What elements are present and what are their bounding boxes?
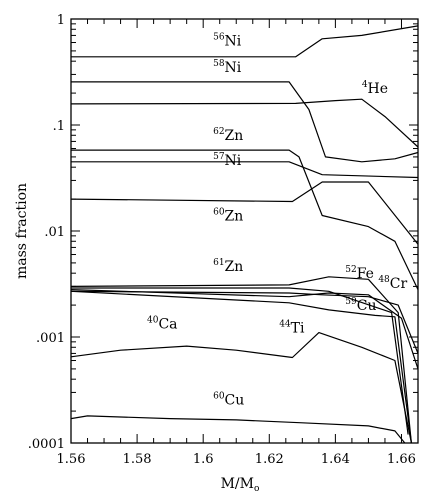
series-label-mass: 56 — [213, 33, 225, 43]
series-label-element: Cu — [357, 298, 377, 314]
y-tick-label: 1 — [57, 13, 65, 28]
series-label-60cu: 60Cu — [213, 392, 244, 409]
series-label-52fe: 52Fe — [345, 265, 374, 282]
series-label-element: Ti — [291, 321, 305, 337]
series-label-60zn: 60Zn — [213, 208, 243, 225]
x-axis-label: M/Mo — [221, 476, 260, 494]
y-tick-label: .001 — [36, 331, 65, 346]
x-axis-label-sub: o — [254, 484, 259, 494]
series-line-4he — [70, 98, 419, 148]
series-label-element: He — [368, 81, 389, 97]
series-label-mass: 52 — [345, 265, 356, 275]
series-label-element: Fe — [357, 266, 374, 282]
series-label-59cu: 59Cu — [345, 297, 376, 314]
series-label-mass: 58 — [213, 59, 225, 69]
series-label-mass: 40 — [147, 316, 159, 326]
series-label-58ni: 58Ni — [213, 59, 242, 76]
series-line-58ni — [71, 81, 419, 163]
axis-ticks: 1.56 1.58 1.6 1.62 1.64 1.66 .0001 .001 .01 .1 1 — [28, 13, 419, 467]
series-line-59cu — [70, 290, 412, 444]
series-label-mass: 60 — [213, 208, 225, 218]
series-line-60cu — [70, 415, 406, 444]
series-label-48cr: 48Cr — [378, 275, 407, 292]
series-label-element: Zn — [225, 128, 244, 144]
plot-frame — [70, 18, 419, 444]
series-label-element: Cu — [225, 393, 245, 409]
series-line-48cr — [70, 289, 419, 370]
x-tick-label: 1.58 — [123, 452, 152, 467]
series-label-mass: 59 — [345, 297, 357, 307]
x-tick-label: 1.66 — [387, 452, 416, 467]
series-label-element: Ni — [225, 153, 242, 169]
series-label-element: Ni — [225, 34, 242, 50]
series-label-61zn: 61Zn — [213, 258, 243, 275]
y-tick-label: .1 — [53, 119, 65, 134]
series-label-mass: 61 — [213, 258, 224, 268]
series-line-57ni — [71, 161, 419, 179]
y-tick-label: .0001 — [28, 437, 65, 452]
series-line-40ca — [70, 332, 412, 444]
x-tick-label: 1.6 — [193, 452, 214, 467]
series-line-60zn — [70, 181, 419, 245]
series-line-52fe — [70, 276, 412, 444]
series-label-mass: 4 — [362, 80, 368, 90]
y-tick-label: .01 — [44, 225, 65, 240]
series-label-40ca: 40Ca — [147, 316, 178, 333]
series-lines — [70, 25, 419, 444]
series-line-61zn — [71, 287, 409, 435]
series-line-44ti — [70, 290, 419, 354]
series-label-44ti: 44Ti — [279, 320, 305, 337]
series-line-56ni — [71, 25, 419, 58]
x-tick-label: 1.56 — [57, 452, 86, 467]
x-tick-label: 1.64 — [321, 452, 350, 467]
series-label-element: Ca — [158, 317, 177, 333]
x-tick-label: 1.62 — [255, 452, 284, 467]
series-label-mass: 62 — [213, 127, 224, 137]
series-label-mass: 60 — [213, 392, 225, 402]
series-label-element: Ni — [225, 60, 242, 76]
series-label-4he: 4He — [362, 80, 388, 97]
series-label-56ni: 56Ni — [213, 33, 242, 50]
series-label-element: Cr — [390, 276, 408, 292]
y-axis-label: mass fraction — [14, 183, 30, 279]
series-label-57ni: 57Ni — [213, 152, 242, 169]
series-label-mass: 57 — [213, 152, 225, 162]
x-axis-label-main: M/M — [221, 476, 254, 492]
series-label-element: Zn — [225, 209, 244, 225]
series-label-62zn: 62Zn — [213, 127, 243, 144]
series-label-element: Zn — [225, 259, 244, 275]
series-label-mass: 44 — [279, 320, 291, 330]
series-label-mass: 48 — [378, 275, 390, 285]
series-line-62zn — [71, 149, 419, 290]
